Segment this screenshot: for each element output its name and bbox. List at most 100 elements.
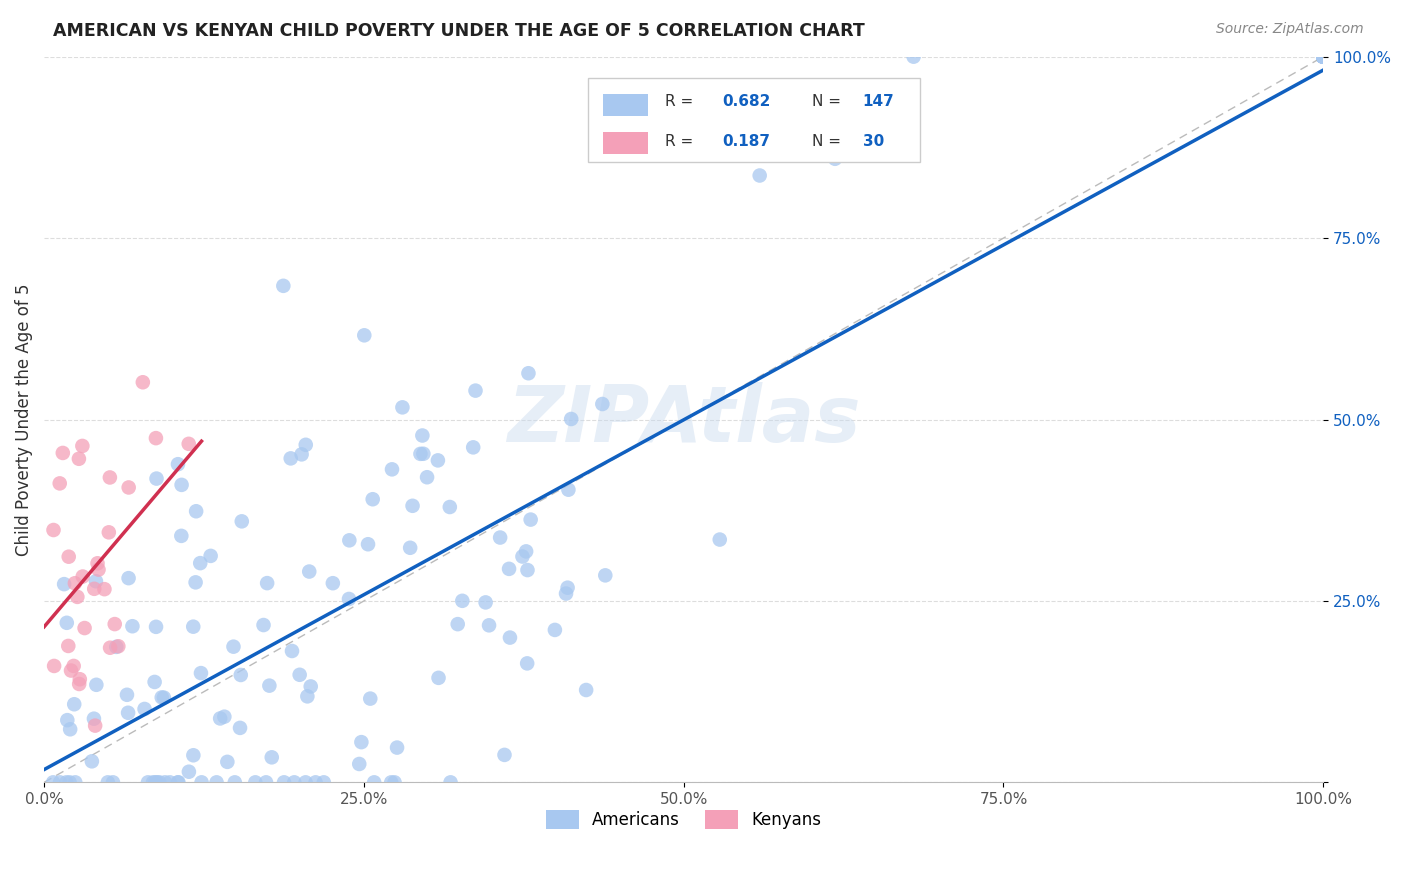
Point — [58, 639, 80, 653]
Point — [401, 499, 423, 513]
Point — [1312, 50, 1334, 64]
Point — [145, 620, 167, 634]
Point — [224, 775, 246, 789]
Point — [159, 775, 181, 789]
Point — [98, 470, 121, 484]
Point — [84, 718, 107, 732]
Point — [105, 640, 128, 654]
Text: 147: 147 — [863, 95, 894, 110]
Point — [312, 775, 335, 789]
Point — [555, 586, 578, 600]
Point — [1312, 50, 1334, 64]
Point — [190, 775, 212, 789]
Point — [184, 575, 207, 590]
Point — [60, 664, 83, 678]
Point — [153, 775, 176, 789]
Point — [143, 675, 166, 690]
Point — [254, 775, 277, 789]
Point — [1312, 50, 1334, 64]
Point — [63, 576, 86, 591]
Point — [80, 754, 103, 768]
Point — [66, 590, 89, 604]
Point — [62, 659, 84, 673]
Point — [56, 713, 79, 727]
Point — [42, 523, 65, 537]
Point — [73, 621, 96, 635]
Point — [357, 537, 380, 551]
Point — [183, 748, 205, 763]
Point — [557, 483, 579, 497]
Point — [117, 706, 139, 720]
Point — [489, 531, 512, 545]
Point — [353, 328, 375, 343]
Point — [150, 690, 173, 705]
Point — [294, 775, 316, 789]
Point — [359, 691, 381, 706]
Point — [575, 683, 598, 698]
Point — [391, 401, 413, 415]
Text: 0.682: 0.682 — [723, 95, 770, 110]
Point — [59, 775, 82, 789]
Point — [337, 592, 360, 607]
Point — [229, 668, 252, 682]
Point — [143, 775, 166, 789]
Point — [412, 447, 434, 461]
Point — [273, 278, 295, 293]
Point — [298, 565, 321, 579]
Point — [281, 644, 304, 658]
FancyBboxPatch shape — [603, 132, 648, 153]
Point — [283, 775, 305, 789]
Point — [59, 723, 82, 737]
Point — [98, 640, 121, 655]
Point — [304, 775, 326, 789]
Point — [439, 775, 461, 789]
Point — [170, 478, 193, 492]
Point — [411, 428, 433, 442]
Point — [252, 618, 274, 632]
Point — [188, 556, 211, 570]
Point — [84, 574, 107, 589]
FancyBboxPatch shape — [603, 95, 648, 116]
Point — [517, 366, 540, 380]
Point — [1312, 50, 1334, 64]
Text: N =: N = — [811, 95, 841, 110]
Point — [259, 679, 281, 693]
Point — [83, 712, 105, 726]
Point — [65, 775, 87, 789]
Point — [121, 619, 143, 633]
Point — [132, 376, 155, 390]
Point — [52, 446, 75, 460]
Point — [231, 514, 253, 528]
Point — [1312, 50, 1334, 64]
Text: 30: 30 — [863, 134, 884, 149]
Point — [1312, 50, 1334, 64]
Point — [153, 690, 176, 705]
Point — [72, 439, 94, 453]
Point — [557, 581, 579, 595]
Point — [134, 702, 156, 716]
Point — [1312, 50, 1334, 64]
Point — [384, 775, 406, 789]
Point — [591, 397, 613, 411]
Point — [166, 775, 188, 789]
Point — [142, 775, 165, 789]
Point — [1312, 50, 1334, 64]
Point — [426, 453, 449, 467]
Point — [1312, 50, 1334, 64]
Point — [595, 568, 617, 582]
Point — [86, 678, 108, 692]
Point — [118, 480, 141, 494]
Point — [748, 169, 770, 183]
Point — [499, 631, 522, 645]
Point — [288, 667, 311, 681]
Point — [399, 541, 422, 555]
Point — [63, 698, 86, 712]
Point — [363, 775, 385, 789]
Point — [516, 563, 538, 577]
Point — [184, 504, 207, 518]
Point — [560, 412, 582, 426]
Point — [451, 594, 474, 608]
Point — [55, 775, 77, 789]
Point — [299, 680, 322, 694]
Point — [49, 775, 72, 789]
